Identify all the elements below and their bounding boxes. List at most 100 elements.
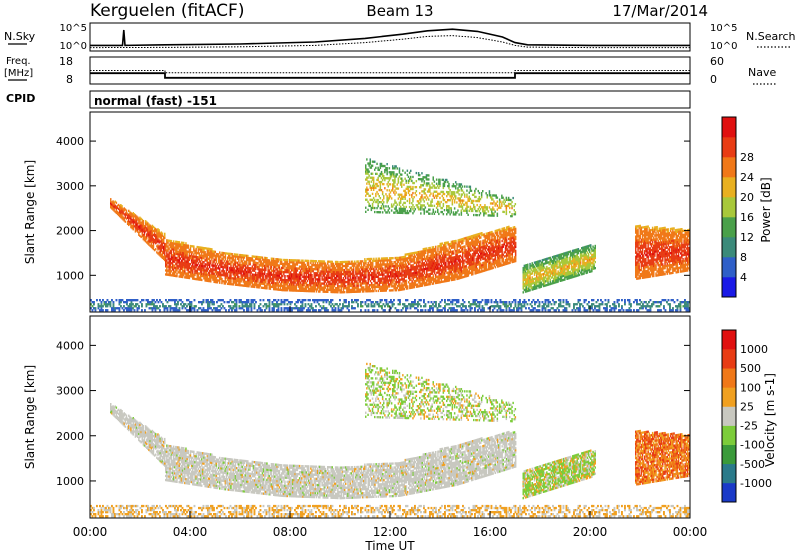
power-cell — [388, 275, 391, 278]
power-cell — [231, 257, 233, 260]
power-cell — [311, 278, 313, 281]
power-cell — [295, 263, 297, 266]
power-cell — [502, 227, 504, 230]
power-cell — [257, 255, 259, 259]
power-cell — [268, 263, 270, 266]
power-cell — [238, 259, 240, 263]
power-cell — [124, 220, 127, 223]
power-cell — [377, 178, 379, 182]
power-cell — [356, 268, 358, 271]
power-cell — [150, 237, 152, 240]
power-cell — [492, 248, 494, 251]
power-cell — [199, 248, 202, 251]
power-cell — [199, 278, 202, 281]
power-cell — [318, 268, 320, 271]
power-cell — [199, 262, 202, 265]
power-cell — [147, 242, 149, 245]
power-cell — [337, 289, 339, 292]
power-cell — [403, 283, 405, 287]
power-cell — [329, 266, 331, 269]
power-cell — [366, 170, 368, 173]
power-cell — [291, 275, 293, 278]
power-cell — [431, 258, 434, 261]
power-cell — [367, 180, 369, 183]
power-cell — [159, 252, 161, 255]
power-cell — [485, 252, 488, 256]
power-cell — [494, 254, 497, 257]
power-cell — [485, 246, 488, 249]
power-cell — [467, 242, 470, 245]
power-cell — [190, 271, 193, 274]
power-cell — [447, 261, 449, 264]
power-cell — [379, 289, 382, 292]
power-cell — [351, 272, 354, 275]
power-cell — [298, 259, 301, 262]
power-cell — [180, 243, 183, 246]
power-cell — [149, 236, 151, 239]
power-cell — [410, 264, 412, 267]
power-cell — [480, 262, 482, 265]
power-cell — [244, 282, 247, 285]
power-cell — [176, 252, 178, 256]
power-cell — [467, 248, 470, 251]
power-cell — [300, 265, 302, 268]
power-cell — [175, 270, 177, 274]
power-cell — [269, 271, 272, 274]
power-cell — [483, 269, 485, 272]
power-cell — [367, 290, 369, 293]
power-cell — [282, 274, 284, 278]
power-cell — [368, 182, 370, 185]
power-cell — [251, 275, 254, 278]
power-cell — [226, 252, 229, 255]
power-cell — [496, 247, 499, 250]
power-cell — [207, 279, 210, 283]
power-cell — [393, 183, 395, 186]
power-cell — [259, 256, 261, 259]
power-cell — [237, 269, 239, 272]
power-cell — [244, 270, 247, 273]
power-cell — [393, 171, 395, 174]
power-cell — [374, 259, 376, 262]
power-cell — [450, 242, 453, 245]
power-cell — [269, 261, 272, 264]
power-cell — [462, 260, 464, 263]
power-cell — [196, 272, 198, 275]
power-cell — [478, 262, 481, 266]
power-cell — [365, 190, 367, 193]
power-cell — [504, 259, 507, 262]
power-cell — [340, 279, 342, 282]
power-cell — [334, 260, 337, 264]
power-cell — [450, 274, 453, 278]
power-cell — [406, 285, 409, 288]
power-cell — [322, 278, 324, 281]
power-cell — [385, 169, 387, 172]
power-cell — [183, 251, 185, 255]
power-cell — [357, 290, 359, 293]
power-cell — [439, 275, 441, 278]
power-cell — [472, 252, 474, 256]
power-cell — [269, 275, 272, 278]
power-cell — [270, 263, 273, 266]
power-cell — [124, 208, 127, 211]
power-cell — [376, 172, 378, 175]
power-cell — [305, 271, 308, 275]
power-cell — [337, 266, 339, 270]
power-cell — [419, 276, 421, 280]
power-cell — [266, 259, 268, 262]
power-cell — [128, 215, 130, 218]
power-cell — [457, 275, 459, 278]
power-cell — [363, 270, 365, 273]
power-cell — [495, 233, 498, 236]
power-cell — [324, 276, 327, 279]
power-cell — [229, 258, 231, 262]
power-cell — [386, 199, 388, 202]
power-cell — [208, 274, 211, 277]
power-cell — [221, 253, 223, 256]
power-cell — [300, 273, 302, 276]
power-cell — [179, 249, 182, 252]
power-cell — [235, 273, 238, 276]
power-cell — [427, 269, 429, 272]
power-cell — [393, 203, 395, 206]
power-cell — [320, 272, 322, 275]
power-cell — [399, 278, 401, 282]
